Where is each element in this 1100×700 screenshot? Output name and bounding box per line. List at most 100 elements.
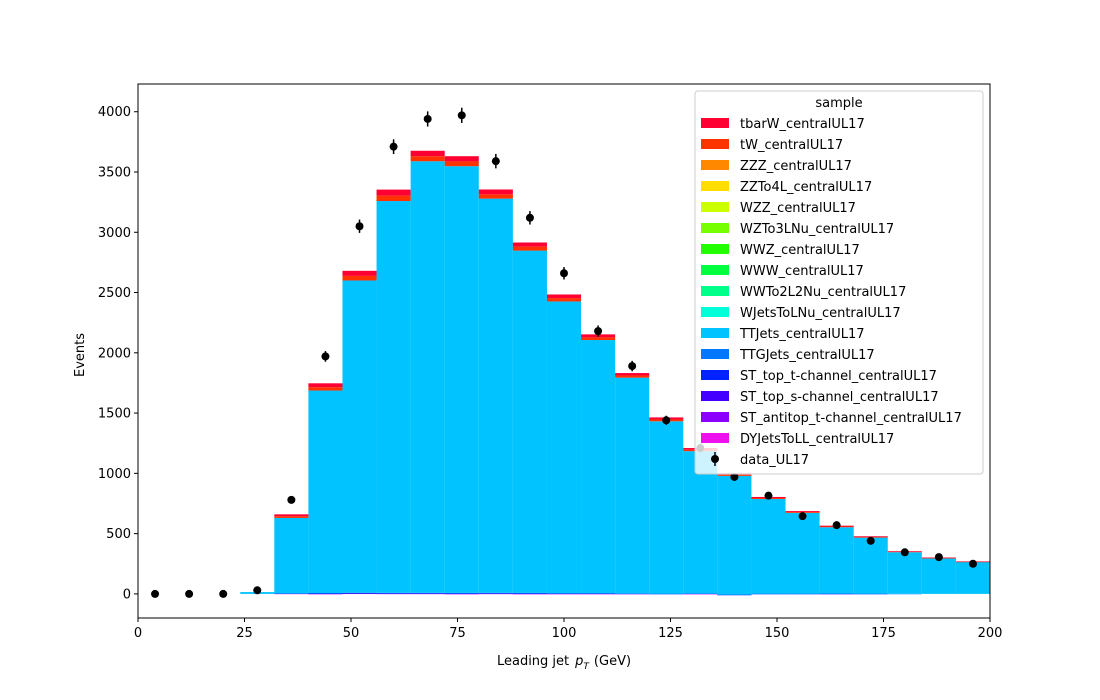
bar-tbarw-centralul17-7 — [376, 189, 411, 196]
bar-ttgjets-centralul17-16 — [683, 593, 718, 594]
bar-st-top-t-channel-centralul17-10 — [478, 593, 513, 594]
bar-tw-centralul17-13 — [581, 337, 616, 341]
legend-swatch-0 — [701, 118, 729, 128]
data-point-7 — [389, 142, 398, 151]
y-axis-label: Events — [73, 333, 88, 377]
legend-label-3: ZZTo4L_centralUL17 — [740, 180, 872, 195]
bar-ttjets-centralul17-17 — [717, 475, 752, 595]
x-tick-label-4: 100 — [552, 626, 577, 641]
x-tick-label-1: 25 — [236, 626, 253, 641]
legend-swatch-5 — [701, 223, 729, 233]
legend-label-2: ZZZ_centralUL17 — [740, 159, 852, 174]
x-tick-label-0: 0 — [134, 626, 142, 641]
x-axis-label-symbol: p — [574, 654, 583, 669]
data-point-1 — [185, 589, 194, 598]
data-point-19 — [798, 512, 807, 521]
data-point-24 — [968, 559, 977, 568]
legend-label-1: tW_centralUL17 — [740, 138, 843, 153]
legend-box — [694, 90, 984, 475]
legend-swatch-4 — [701, 202, 729, 212]
bar-tbarw-centralul17-21 — [853, 536, 888, 537]
y-tick-label-2: 1000 — [98, 467, 131, 482]
legend-swatch-12 — [701, 370, 729, 380]
bar-tbarw-centralul17-14 — [615, 373, 650, 376]
bar-ttjets-centralul17-15 — [649, 421, 684, 594]
bar-ttjets-centralul17-13 — [581, 340, 616, 594]
bar-tbarw-centralul17-5 — [308, 383, 343, 388]
bar-ttjets-centralul17-14 — [615, 377, 650, 594]
legend-label-10: TTJets_centralUL17 — [739, 327, 865, 342]
bar-ttjets-centralul17-6 — [342, 280, 377, 593]
x-tick-label-5: 125 — [658, 626, 683, 641]
legend-title: sample — [815, 96, 862, 111]
y-tick-label-0: 0 — [123, 587, 131, 602]
data-point-11 — [525, 213, 534, 222]
bar-tw-centralul17-7 — [376, 195, 411, 202]
bar-ttgjets-centralul17-9 — [444, 592, 479, 594]
data-point-9 — [457, 111, 466, 120]
y-tick-label-6: 3000 — [98, 226, 131, 241]
legend-swatch-15 — [701, 433, 729, 443]
data-point-8 — [423, 114, 432, 123]
bar-tbarw-centralul17-10 — [478, 189, 513, 195]
bar-ttjets-centralul17-16 — [683, 451, 718, 594]
bar-ttgjets-centralul17-15 — [649, 593, 684, 595]
bar-ttgjets-centralul17-18 — [751, 593, 786, 595]
legend-swatch-13 — [701, 391, 729, 401]
legend-swatch-3 — [701, 181, 729, 191]
bar-tbarw-centralul17-12 — [546, 294, 582, 299]
legend-label-13: ST_top_s-channel_centralUL17 — [740, 390, 939, 405]
bar-ttgjets-centralul17-8 — [410, 592, 445, 594]
data-point-21 — [866, 536, 875, 545]
legend-swatch-10 — [701, 328, 729, 338]
bar-tbarw-centralul17-4 — [274, 514, 309, 517]
bar-tbarw-centralul17-6 — [342, 270, 377, 276]
legend-swatch-1 — [701, 139, 729, 149]
stacked-bars — [240, 150, 990, 596]
y-tick-label-5: 2500 — [98, 286, 131, 301]
legend-swatch-2 — [701, 160, 729, 170]
bar-st-top-t-channel-centralul17-6 — [342, 593, 377, 594]
legend-swatch-7 — [701, 265, 729, 275]
bar-ttgjets-centralul17-21 — [853, 593, 888, 595]
y-axis-ticks: 0 500 1000 1500 2000 2500 3000 3500 4000 — [98, 105, 138, 602]
data-point-23 — [934, 553, 943, 562]
y-tick-label-1: 500 — [106, 527, 131, 542]
x-axis-label-main: Leading jet — [497, 654, 569, 669]
legend-label-4: WZZ_centralUL17 — [740, 201, 856, 216]
x-tick-label-2: 50 — [343, 626, 360, 641]
bar-ttgjets-centralul17-22 — [887, 593, 922, 595]
data-point-18 — [764, 491, 773, 500]
y-tick-label-8: 4000 — [98, 105, 131, 120]
bar-tw-centralul17-9 — [444, 161, 479, 167]
legend-label-9: WJetsToLNu_centralUL17 — [740, 306, 901, 321]
bar-ttjets-centralul17-10 — [478, 198, 513, 593]
data-point-3 — [253, 586, 262, 595]
bar-ttgjets-centralul17-4 — [274, 593, 309, 594]
legend-label-11: TTGJets_centralUL17 — [739, 348, 875, 363]
legend-label-7: WWW_centralUL17 — [740, 264, 864, 279]
bar-ttgjets-centralul17-6 — [342, 592, 377, 594]
bar-tw-centralul17-8 — [410, 156, 445, 162]
bar-tbarw-centralul17-19 — [785, 511, 820, 513]
legend: sample tbarW_centralUL17 tW_centralUL17 ZZ… — [694, 90, 984, 475]
bar-tw-centralul17-12 — [546, 298, 582, 302]
bar-ttjets-centralul17-4 — [274, 517, 309, 594]
bar-tw-centralul17-14 — [615, 375, 650, 378]
bar-ttgjets-centralul17-10 — [478, 592, 513, 594]
bar-st-top-t-channel-centralul17-7 — [376, 593, 411, 594]
bar-tw-centralul17-5 — [308, 387, 343, 391]
data-point-15 — [662, 416, 671, 425]
bar-ttgjets-centralul17-7 — [376, 592, 411, 594]
legend-label-6: WWZ_centralUL17 — [740, 243, 860, 258]
bar-ttjets-centralul17-19 — [785, 512, 820, 594]
bar-ttjets-centralul17-9 — [444, 166, 479, 593]
bar-tbarw-centralul17-11 — [512, 242, 547, 247]
bar-tw-centralul17-11 — [512, 246, 547, 251]
data-point-0 — [151, 589, 160, 598]
bar-tw-centralul17-10 — [478, 194, 513, 199]
bar-tw-centralul17-6 — [342, 275, 377, 281]
bar-st-top-t-channel-centralul17-9 — [444, 593, 479, 594]
y-tick-label-4: 2000 — [98, 346, 131, 361]
bar-ttgjets-centralul17-19 — [785, 593, 820, 595]
